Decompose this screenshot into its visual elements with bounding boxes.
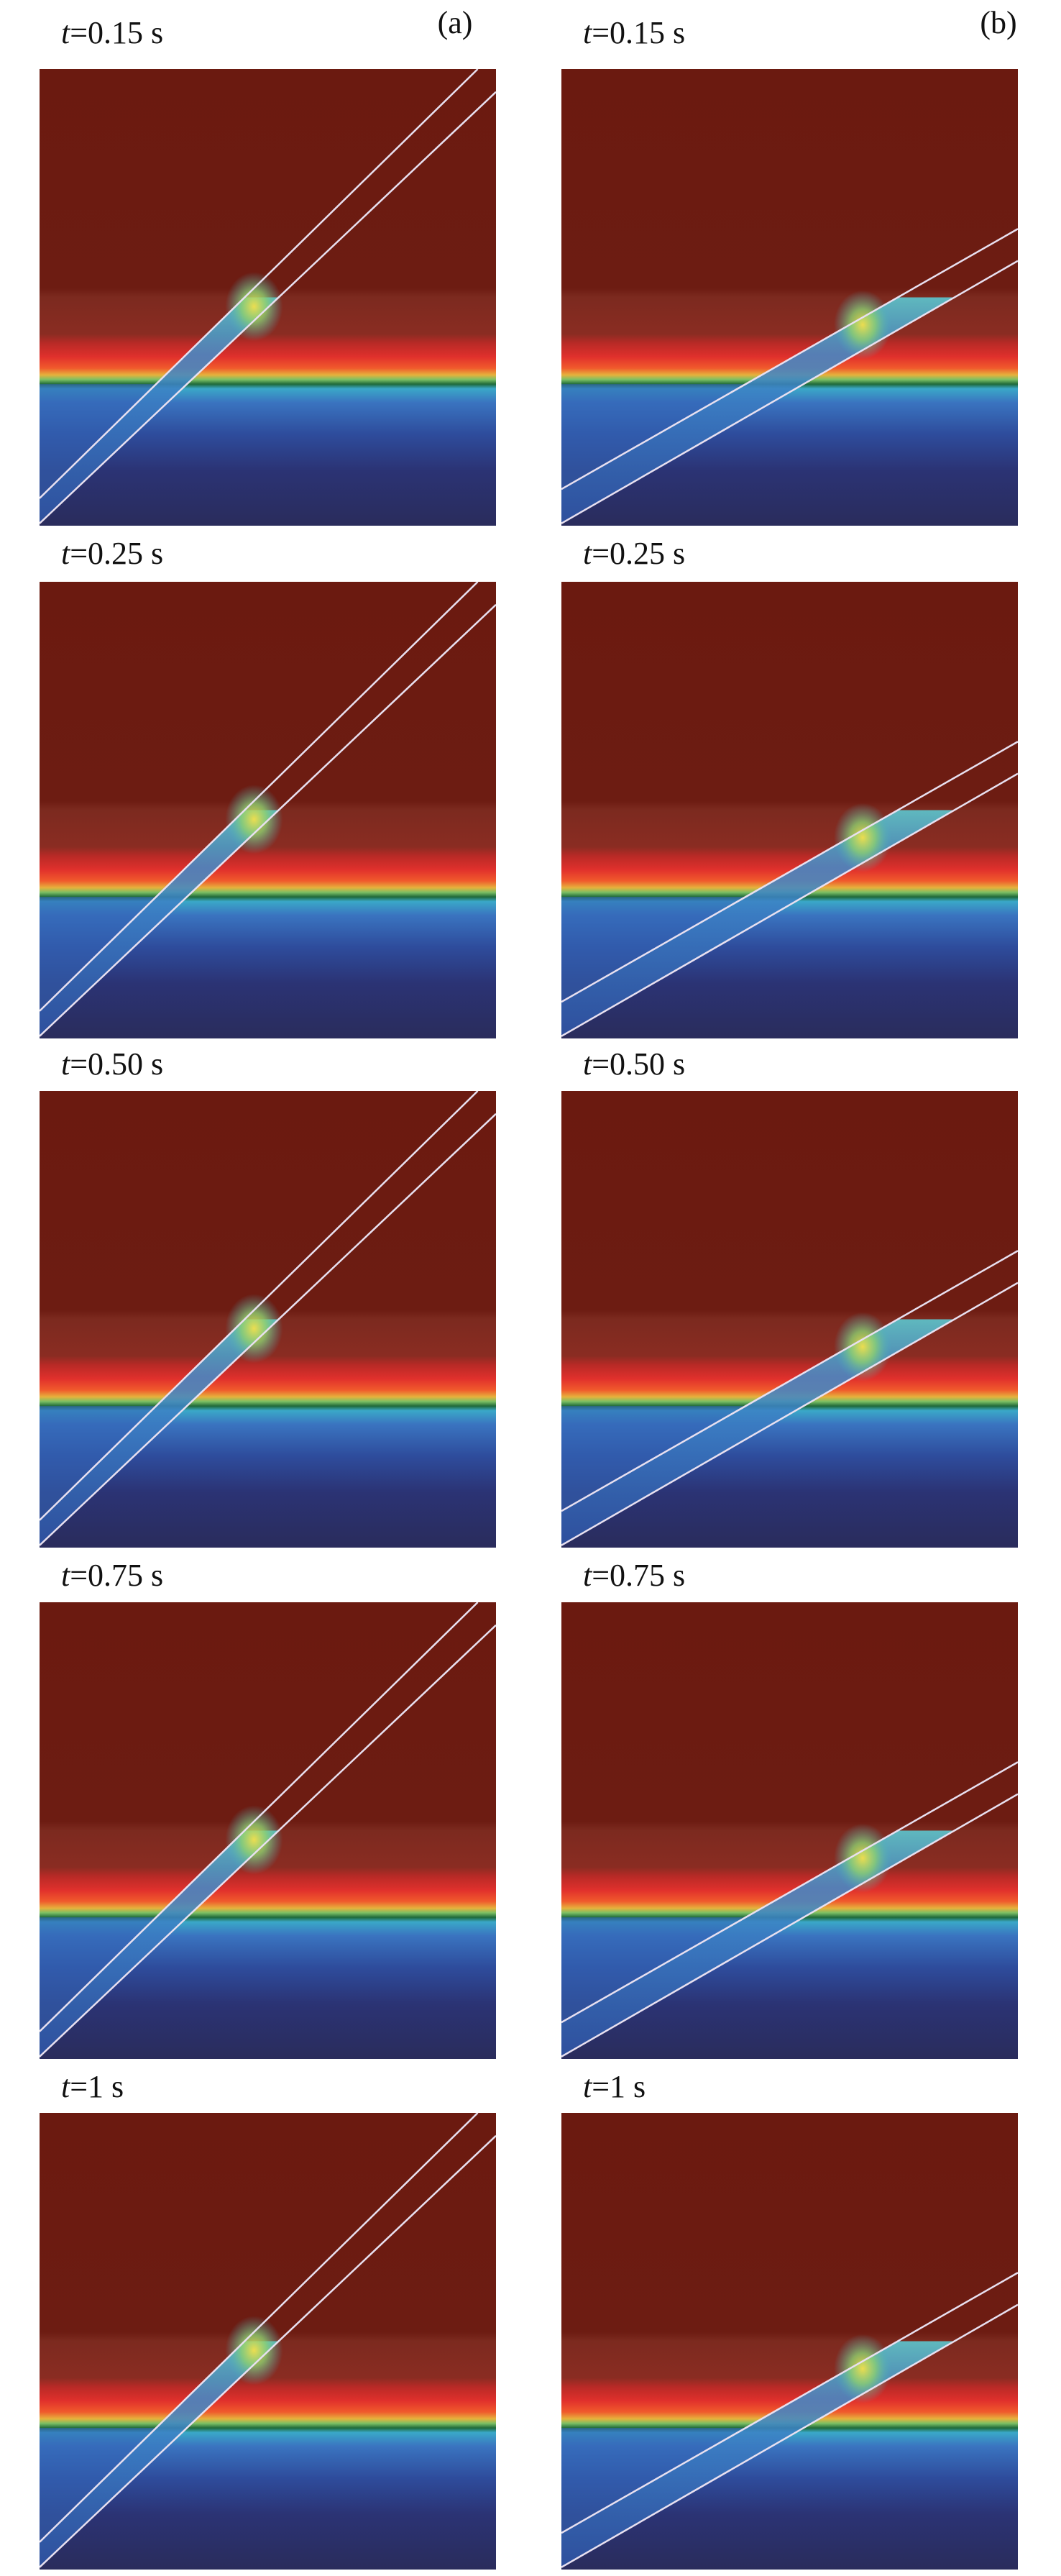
slab-boundary (561, 1793, 1018, 2057)
time-value: =0.75 s (592, 1558, 685, 1593)
slab-boundary (40, 69, 479, 499)
slab-boundary (40, 582, 479, 1012)
hot-spot (834, 290, 892, 360)
panel (561, 1091, 1018, 1548)
panel (40, 2113, 496, 2570)
time-symbol: t (583, 2069, 593, 2104)
time-symbol: t (61, 1046, 71, 1082)
time-symbol: t (61, 2069, 71, 2104)
time-label: t=0.15 s (583, 15, 685, 50)
hot-spot (225, 1294, 283, 1364)
time-value: =1 s (70, 2069, 124, 2104)
time-symbol: t (61, 536, 71, 571)
time-value: =0.15 s (592, 15, 685, 50)
hot-spot (225, 272, 283, 342)
time-symbol: t (583, 1046, 593, 1082)
slab-boundary (561, 1282, 1018, 1546)
slab-boundary (561, 741, 1018, 1003)
slab-boundary (561, 1761, 1018, 2024)
slab-boundary (561, 2303, 1018, 2568)
time-symbol: t (61, 15, 71, 50)
time-label: t=0.50 s (583, 1046, 685, 1082)
time-value: =0.25 s (592, 536, 685, 571)
hot-spot (225, 2316, 283, 2385)
slab-boundary (40, 91, 496, 524)
column-label: (b) (980, 5, 1016, 40)
panel (40, 1091, 496, 1548)
slab-boundary (40, 2134, 496, 2568)
time-label: t=0.75 s (61, 1558, 163, 1593)
panel (561, 2113, 1018, 2570)
slab-boundary (561, 2272, 1018, 2534)
slab-boundary (40, 1624, 496, 2057)
time-value: =0.25 s (70, 536, 163, 571)
slab-boundary (40, 1113, 496, 1546)
time-label: t=0.50 s (61, 1046, 163, 1082)
slab-boundary (561, 1250, 1018, 1512)
slab-boundary (40, 1091, 479, 1521)
slab-boundary (40, 1602, 479, 2032)
slab-boundary (40, 603, 496, 1037)
time-label: t=0.25 s (61, 536, 163, 571)
hot-spot (834, 1312, 892, 1381)
time-label: t=0.75 s (583, 1558, 685, 1593)
hot-spot (225, 1805, 283, 1875)
hot-spot (834, 803, 892, 872)
time-value: =0.15 s (70, 15, 163, 50)
time-label: t=0.15 s (61, 15, 163, 50)
slab-boundary (561, 228, 1018, 490)
panel (561, 582, 1018, 1038)
panel (40, 69, 496, 526)
panel (561, 69, 1018, 526)
panel (561, 1602, 1018, 2059)
time-value: =0.50 s (70, 1046, 163, 1082)
hot-spot (834, 1823, 892, 1893)
time-symbol: t (583, 15, 593, 50)
time-label: t=0.25 s (583, 536, 685, 571)
time-value: =0.75 s (70, 1558, 163, 1593)
time-symbol: t (61, 1558, 71, 1593)
slab-boundary (561, 772, 1018, 1037)
time-label: t=1 s (583, 2069, 646, 2104)
panel (40, 1602, 496, 2059)
time-symbol: t (583, 1558, 593, 1593)
time-value: =0.50 s (592, 1046, 685, 1082)
time-label: t=1 s (61, 2069, 124, 2104)
slab-boundary (561, 260, 1018, 524)
panel (40, 582, 496, 1038)
column-label: (a) (438, 5, 473, 40)
time-value: =1 s (592, 2069, 646, 2104)
hot-spot (225, 785, 283, 854)
time-symbol: t (583, 536, 593, 571)
hot-spot (834, 2334, 892, 2403)
slab-boundary (40, 2113, 479, 2543)
